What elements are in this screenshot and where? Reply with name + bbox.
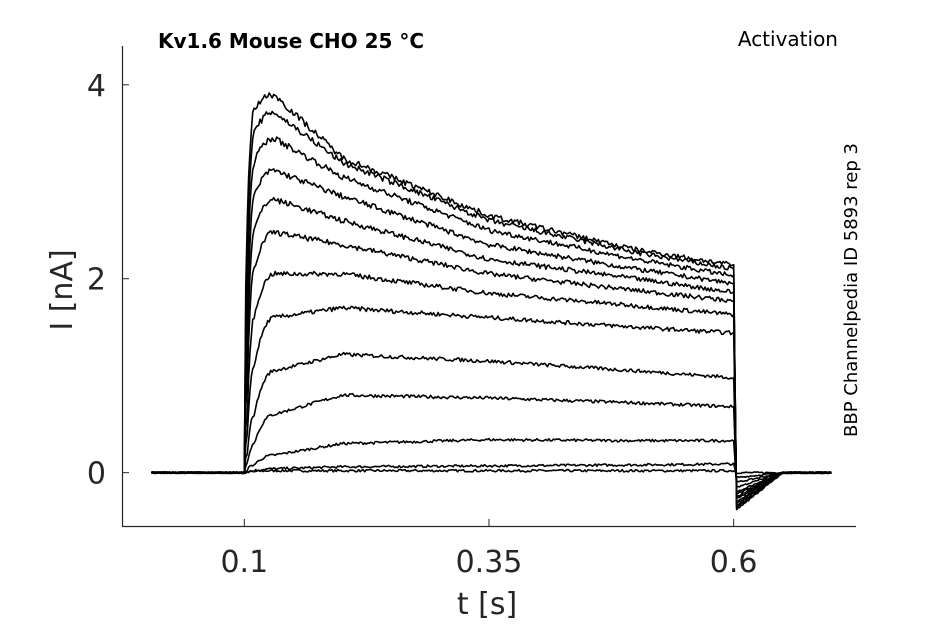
x-axis-title: t [s]	[457, 587, 517, 622]
y-tick-label: 2	[87, 263, 106, 298]
current-trace-4	[151, 392, 832, 488]
x-ticks: 0.1 0.35 0.6	[220, 519, 758, 580]
current-trace-12	[151, 110, 832, 509]
current-trace-2	[151, 462, 832, 479]
traces-group	[150, 92, 832, 511]
current-trace-6	[150, 305, 832, 495]
current-trace-13	[151, 92, 832, 511]
current-trace-7	[151, 270, 832, 498]
y-axis-title: I [nA]	[45, 249, 80, 330]
protocol-label: Activation	[738, 27, 838, 51]
x-tick-label: 0.1	[220, 545, 268, 580]
current-trace-9	[151, 196, 832, 503]
y-ticks: 0 2 4	[87, 69, 129, 492]
current-trace-11	[151, 136, 832, 507]
y-tick-label: 0	[87, 457, 106, 492]
current-trace-3	[151, 437, 832, 483]
y-tick-label: 4	[87, 69, 106, 104]
current-trace-1	[150, 468, 832, 475]
x-tick-label: 0.35	[456, 545, 523, 580]
source-note: BBP Channelpedia ID 5893 rep 3	[841, 143, 862, 437]
chart-title: Kv1.6 Mouse CHO 25 °C	[158, 29, 424, 53]
current-trace-8	[151, 229, 832, 500]
current-trace-10	[151, 168, 832, 504]
x-tick-label: 0.6	[710, 545, 758, 580]
current-trace-5	[151, 351, 832, 493]
